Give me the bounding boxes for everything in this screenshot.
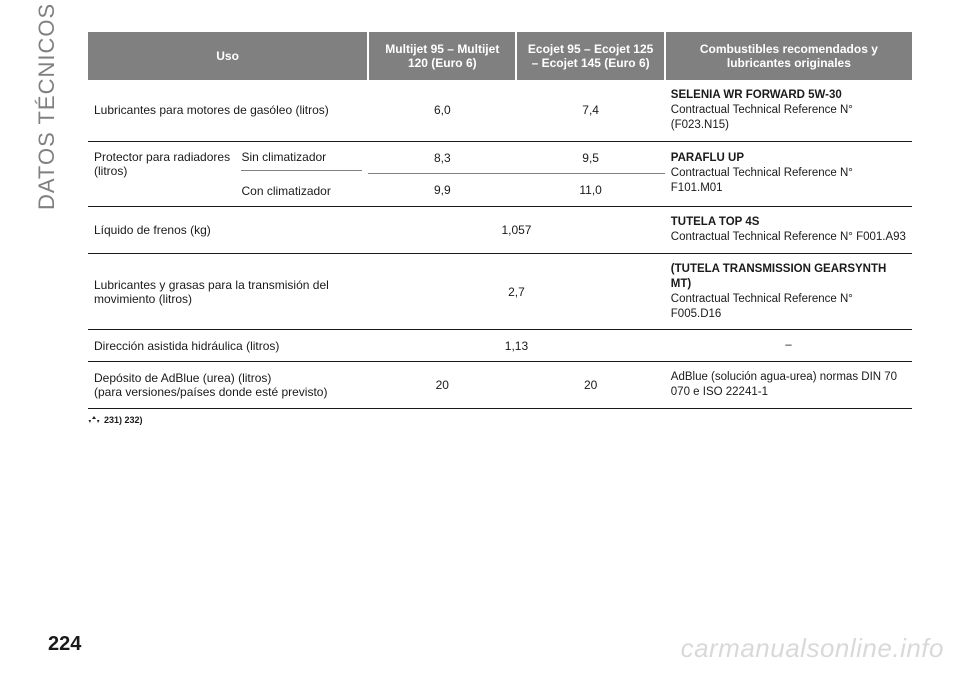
rec-reference: Contractual Technical Reference N° F001.… — [671, 231, 906, 243]
rec-product: (TUTELA TRANSMISSION GEARSYNTH MT) — [671, 263, 887, 290]
section-label: DATOS TÉCNICOS — [34, 3, 60, 210]
cell-value: 1,057 — [368, 206, 665, 253]
rec-product: SELENIA WR FORWARD 5W-30 — [671, 89, 842, 101]
recycle-icon — [88, 415, 100, 425]
cell-rec: – — [665, 330, 912, 362]
footnote-text: 231) 232) — [104, 415, 143, 425]
cell-eng2: 9,5 — [516, 141, 664, 174]
rec-product: TUTELA TOP 4S — [671, 216, 760, 228]
cell-uso: Depósito de AdBlue (urea) (litros) (para… — [88, 362, 368, 409]
table-row: Protector para radiadores (litros) Sin c… — [88, 141, 912, 174]
table-header-row: Uso Multijet 95 – Multijet 120 (Euro 6) … — [88, 32, 912, 80]
cell-uso: Dirección asistida hidráulica (litros) — [88, 330, 368, 362]
watermark: carmanualsonline.info — [681, 633, 944, 664]
cell-value: 1,13 — [368, 330, 665, 362]
cell-eng2: 11,0 — [516, 174, 664, 207]
uso-line2: (para versiones/países donde esté previs… — [94, 385, 327, 399]
rec-product: PARAFLU UP — [671, 152, 744, 164]
table-row: Lubricantes para motores de gasóleo (lit… — [88, 80, 912, 141]
col-header-uso: Uso — [88, 32, 368, 80]
table-row: Lubricantes y grasas para la transmisión… — [88, 253, 912, 330]
spec-table: Uso Multijet 95 – Multijet 120 (Euro 6) … — [88, 32, 912, 409]
col-header-rec: Combustibles recomendados y lubricantes … — [665, 32, 912, 80]
cell-eng1: 20 — [368, 362, 516, 409]
cell-uso: Protector para radiadores (litros) Sin c… — [88, 141, 368, 206]
rec-reference: Contractual Technical Reference N° (F023… — [671, 104, 853, 131]
table-row: Dirección asistida hidráulica (litros) 1… — [88, 330, 912, 362]
cell-rec: SELENIA WR FORWARD 5W-30 Contractual Tec… — [665, 80, 912, 141]
uso-main-label: Protector para radiadores (litros) — [94, 150, 241, 178]
uso-sub-label: Sin climatizador — [241, 150, 362, 171]
cell-rec: (TUTELA TRANSMISSION GEARSYNTH MT) Contr… — [665, 253, 912, 330]
table-row: Depósito de AdBlue (urea) (litros) (para… — [88, 362, 912, 409]
table-row: Líquido de frenos (kg) 1,057 TUTELA TOP … — [88, 206, 912, 253]
page: DATOS TÉCNICOS Uso Multijet 95 – Multije… — [0, 0, 960, 678]
cell-value: 2,7 — [368, 253, 665, 330]
cell-eng1: 8,3 — [368, 141, 516, 174]
cell-uso: Lubricantes para motores de gasóleo (lit… — [88, 80, 368, 141]
rec-reference: Contractual Technical Reference N° F101.… — [671, 167, 853, 194]
uso-line1: Depósito de AdBlue (urea) (litros) — [94, 371, 271, 385]
cell-uso: Lubricantes y grasas para la transmisión… — [88, 253, 368, 330]
cell-eng1: 9,9 — [368, 174, 516, 207]
cell-rec: PARAFLU UP Contractual Technical Referen… — [665, 141, 912, 206]
footnote: 231) 232) — [88, 415, 912, 425]
cell-eng1: 6,0 — [368, 80, 516, 141]
rec-reference: Contractual Technical Reference N° F005.… — [671, 293, 853, 320]
cell-eng2: 7,4 — [516, 80, 664, 141]
page-number: 224 — [48, 633, 81, 656]
uso-sub-label: Con climatizador — [241, 178, 362, 198]
col-header-eng2: Ecojet 95 – Ecojet 125 – Ecojet 145 (Eur… — [516, 32, 664, 80]
col-header-eng1: Multijet 95 – Multijet 120 (Euro 6) — [368, 32, 516, 80]
cell-eng2: 20 — [516, 362, 664, 409]
cell-rec: TUTELA TOP 4S Contractual Technical Refe… — [665, 206, 912, 253]
cell-uso: Líquido de frenos (kg) — [88, 206, 368, 253]
cell-rec: AdBlue (solución agua-urea) normas DIN 7… — [665, 362, 912, 409]
